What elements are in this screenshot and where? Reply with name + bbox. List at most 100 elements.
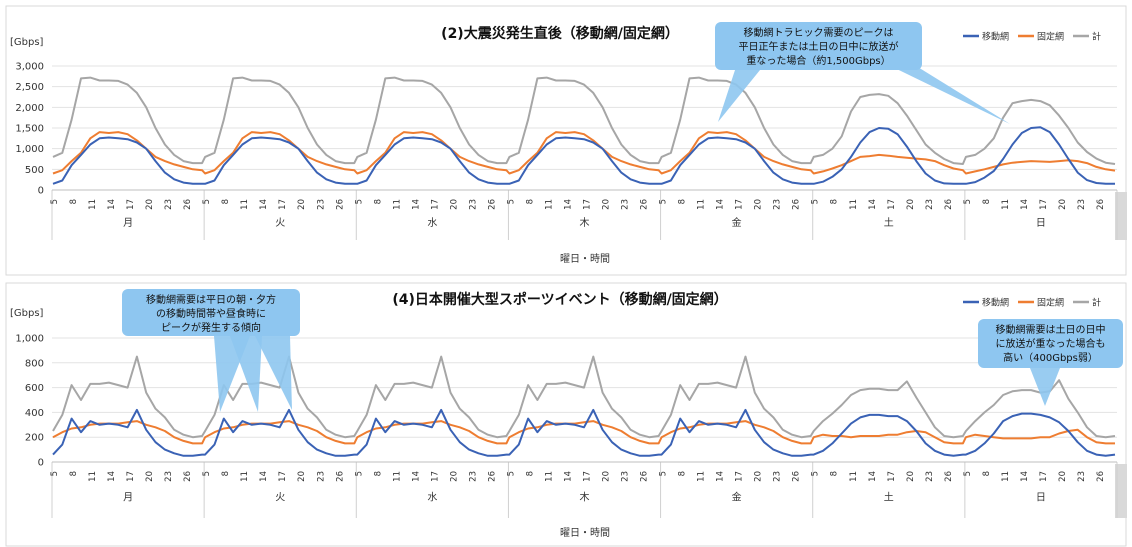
hour-tick-label: 20 (906, 471, 916, 482)
hour-tick-label: 11 (697, 471, 707, 482)
hour-tick-label: 26 (792, 199, 802, 210)
hour-tick-label: 5 (202, 199, 212, 204)
hour-tick-label: 26 (1096, 199, 1106, 210)
hour-tick-label: 8 (525, 471, 535, 476)
hour-tick-label: 11 (88, 199, 98, 210)
y-tick-label: 2,500 (15, 82, 44, 93)
hour-tick-label: 17 (1039, 199, 1049, 210)
hour-tick-label: 17 (430, 471, 440, 482)
hour-tick-label: 5 (354, 199, 364, 204)
hour-tick-label: 8 (982, 199, 992, 204)
hour-tick-label: 26 (487, 471, 497, 482)
hour-tick-label: 11 (697, 199, 707, 210)
callout-text: 平日正午または土日の日中に放送が (739, 40, 899, 53)
day-label: 木 (580, 217, 590, 229)
callout-text: 移動網需要は平日の朝・夕方 (146, 293, 276, 306)
day-label: 月 (123, 217, 133, 229)
hour-tick-label: 17 (583, 199, 593, 210)
hour-tick-label: 14 (1020, 199, 1030, 210)
callout-box (122, 289, 300, 336)
axis-end-block (1115, 192, 1127, 240)
hour-tick-label: 23 (773, 471, 783, 482)
callout-pointer (230, 336, 262, 412)
callout-pointer (1030, 368, 1060, 406)
hour-tick-label: 14 (868, 199, 878, 210)
hour-tick-label: 5 (50, 471, 60, 476)
hour-tick-label: 14 (563, 199, 573, 210)
hour-tick-label: 5 (659, 471, 669, 476)
hour-tick-label: 11 (544, 199, 554, 210)
series-line-total (52, 76, 1116, 165)
series-line-mobile (52, 126, 1115, 185)
hour-tick-label: 5 (811, 199, 821, 204)
y-tick-label: 400 (25, 408, 44, 419)
hour-tick-label: 23 (164, 199, 174, 210)
hour-tick-label: 17 (430, 199, 440, 210)
hour-tick-label: 8 (678, 199, 688, 204)
callout-pointer (718, 70, 760, 122)
hour-tick-label: 14 (259, 471, 269, 482)
hour-tick-label: 20 (145, 471, 155, 482)
hour-tick-label: 5 (354, 471, 364, 476)
hour-tick-label: 17 (126, 471, 136, 482)
hour-tick-label: 11 (240, 199, 250, 210)
hour-tick-label: 11 (88, 471, 98, 482)
hour-tick-label: 20 (906, 199, 916, 210)
y-tick-label: 800 (25, 358, 44, 369)
callout-text: の移動時間帯や昼食時に (156, 307, 266, 320)
hour-tick-label: 11 (392, 471, 402, 482)
hour-tick-label: 17 (887, 199, 897, 210)
y-tick-label: 2,000 (15, 103, 44, 114)
series-line-total (52, 355, 1116, 439)
hour-tick-label: 5 (506, 471, 516, 476)
hour-tick-label: 26 (335, 199, 345, 210)
day-label: 金 (732, 491, 742, 504)
callout-text: 高い（400Gbps弱） (1003, 351, 1098, 364)
hour-tick-label: 20 (145, 199, 155, 210)
x-axis-label: 曜日・時間 (560, 527, 610, 539)
hour-tick-label: 17 (1039, 471, 1049, 482)
hour-tick-label: 5 (811, 471, 821, 476)
callout-group: 移動網トラヒック需要のピークは平日正午または土日の日中に放送が重なった場合（約1… (715, 22, 1010, 124)
hour-tick-label: 23 (1077, 199, 1087, 210)
hour-tick-label: 23 (468, 471, 478, 482)
day-label: 日 (1036, 493, 1046, 504)
y-tick-label: 0 (38, 458, 44, 469)
hour-tick-label: 8 (373, 199, 383, 204)
hour-tick-label: 14 (563, 471, 573, 482)
hour-tick-label: 26 (792, 471, 802, 482)
hour-tick-label: 5 (963, 199, 973, 204)
hour-tick-label: 5 (202, 471, 212, 476)
hour-tick-label: 23 (1077, 471, 1087, 482)
hour-tick-label: 8 (678, 471, 688, 476)
callout-pointer (870, 56, 1010, 124)
day-label: 月 (123, 492, 133, 504)
hour-tick-label: 20 (602, 199, 612, 210)
panel-frame (5, 5, 1127, 276)
hour-tick-label: 26 (944, 471, 954, 482)
y-tick-label: 1,000 (15, 144, 44, 155)
hour-tick-label: 17 (735, 199, 745, 210)
hour-tick-label: 11 (849, 471, 859, 482)
chart-panel-1: 0 500 1,000 1,500 2,000 2,500 3,000 (2)大震災発生直後（… (5, 5, 1127, 276)
hour-tick-label: 14 (411, 199, 421, 210)
callout-text: 重なった場合（約1,500Gbps） (746, 54, 890, 67)
series-line-mobile (52, 408, 1116, 457)
x-axis-label: 曜日・時間 (560, 253, 610, 265)
hour-tick-label: 17 (735, 471, 745, 482)
callout-text: ピークが発生する傾向 (161, 321, 261, 334)
hour-tick-label: 11 (544, 471, 554, 482)
hour-tick-label: 14 (107, 471, 117, 482)
hour-tick-label: 23 (621, 471, 631, 482)
y-unit-label: [Gbps] (10, 308, 44, 319)
hour-tick-label: 14 (716, 199, 726, 210)
day-label: 木 (580, 492, 590, 504)
series-line-fixed (52, 131, 1116, 175)
hour-tick-label: 20 (1058, 199, 1068, 210)
hour-tick-label: 23 (773, 199, 783, 210)
hour-tick-label: 20 (1058, 471, 1068, 482)
legend-entry: 計 (1092, 31, 1101, 43)
day-label: 火 (275, 217, 285, 229)
